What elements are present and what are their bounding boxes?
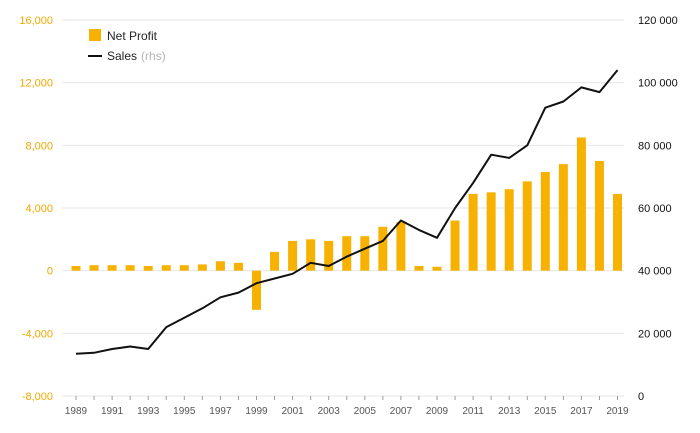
net-profit-bar	[125, 265, 135, 271]
net-profit-bar	[558, 164, 568, 271]
net-profit-bar	[613, 193, 622, 271]
x-tick-label: 2009	[426, 406, 449, 417]
gridlines	[62, 19, 624, 397]
net-profit-bar	[504, 189, 514, 271]
net-profit-bar	[233, 262, 243, 271]
left-tick-label: 0	[47, 266, 53, 278]
net-profit-bar	[522, 181, 532, 271]
right-tick-label: 80 000	[638, 140, 672, 152]
left-tick-label: 16,000	[19, 15, 53, 27]
left-tick-label: -8,000	[22, 391, 53, 403]
net-profit-bar	[215, 261, 225, 271]
net-profit-bar	[378, 226, 388, 271]
legend-swatch-net-profit	[89, 29, 101, 41]
x-tick-label: 1993	[137, 406, 160, 417]
x-tick-label: 2005	[354, 406, 377, 417]
net-profit-bar	[197, 264, 207, 271]
x-tick-label: 2011	[462, 406, 484, 417]
left-tick-label: 4,000	[25, 203, 53, 215]
right-tick-label: 60 000	[638, 203, 672, 215]
net-profit-bar	[468, 193, 478, 271]
net-profit-bar	[540, 171, 550, 271]
x-tick-label: 1997	[209, 406, 232, 417]
sales-line-layer	[75, 69, 619, 355]
net-profit-bar	[306, 239, 316, 271]
left-tick-label: 8,000	[25, 140, 53, 152]
x-tick-label: 1989	[65, 406, 88, 417]
net-profit-bar	[450, 220, 460, 271]
x-tick-label: 2007	[390, 406, 413, 417]
right-tick-label: 120 000	[638, 15, 678, 27]
net-profit-bar	[324, 240, 334, 271]
x-tick-label: 1999	[245, 406, 268, 417]
right-axis-ticks: 0 20 000 40 000 60 000 80 000 100 000 120 000	[638, 15, 678, 403]
net-profit-bar	[396, 222, 406, 271]
x-tick-label: 1995	[173, 406, 196, 417]
x-tick-label: 2013	[498, 406, 521, 417]
x-tick-label: 2015	[534, 406, 557, 417]
left-axis-ticks: -8,000 -4,000 0 4,000 8,000 12,000 16,000	[19, 15, 53, 403]
x-tick-label: 2019	[606, 406, 629, 417]
net-profit-bar	[486, 192, 496, 271]
x-tick-label: 2001	[281, 406, 304, 417]
net-profit-bar	[576, 137, 586, 271]
net-profit-bar	[288, 240, 298, 271]
legend: Net Profit Sales (rhs)	[88, 29, 166, 63]
net-profit-bar	[179, 265, 189, 271]
net-profit-bar	[107, 265, 117, 271]
net-profit-bar	[270, 251, 280, 271]
legend-label-net-profit: Net Profit	[107, 29, 158, 43]
net-profit-bar	[252, 270, 261, 310]
x-axis: 1989 1991 1993 1995 1997 1999 2001 2003 2005 2007…	[65, 396, 629, 417]
net-profit-bar	[360, 236, 370, 271]
right-tick-label: 20 000	[638, 328, 672, 340]
net-profit-bar	[594, 161, 604, 271]
net-profit-bar	[161, 265, 171, 271]
left-tick-label: 12,000	[19, 78, 53, 90]
net-profit-bar	[89, 265, 99, 271]
net-profit-bars	[71, 137, 622, 310]
right-tick-label: 0	[638, 391, 644, 403]
right-tick-label: 100 000	[638, 78, 678, 90]
x-tick-label: 1991	[101, 406, 124, 417]
x-tick-label: 2017	[570, 406, 593, 417]
net-profit-bar	[143, 265, 153, 271]
net-profit-bar	[432, 266, 442, 271]
right-tick-label: 40 000	[638, 266, 672, 278]
x-tick-label: 2003	[318, 406, 341, 417]
legend-label-sales: Sales (rhs)	[107, 49, 166, 63]
net-profit-bar	[342, 236, 352, 271]
net-profit-bar	[414, 265, 424, 271]
left-tick-label: -4,000	[22, 328, 53, 340]
sales-line	[75, 69, 619, 355]
net-profit-bar	[71, 265, 81, 271]
